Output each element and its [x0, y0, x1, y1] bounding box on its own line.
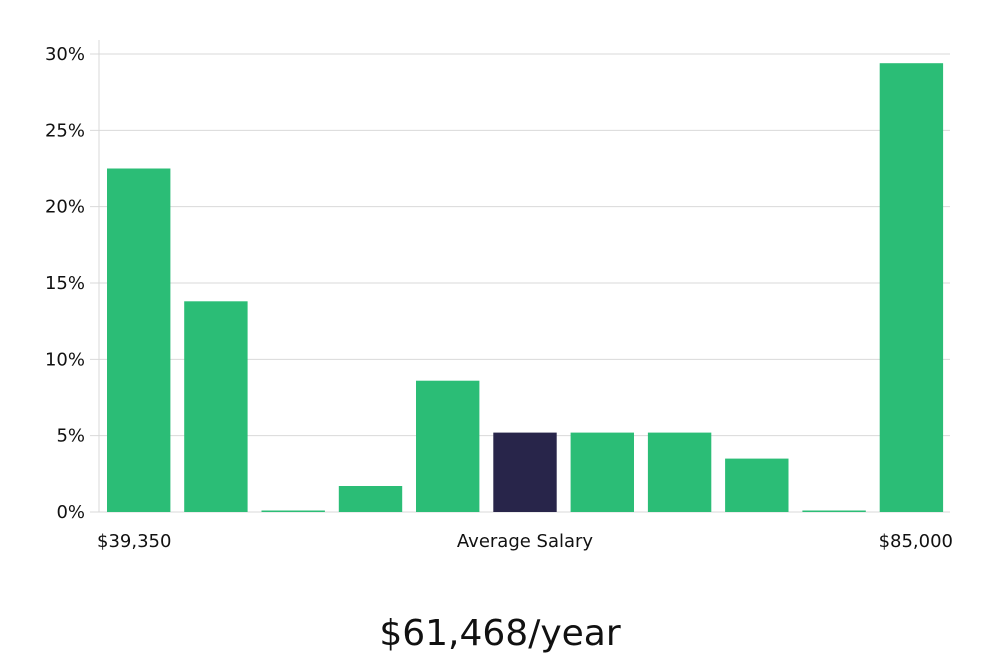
bar-average-salary	[493, 432, 557, 512]
chart-svg: 0% 5% 10% 15% 20% 25% 30% $39,350 Average Sala…	[45, 40, 953, 552]
average-salary-value: $61,468/year	[379, 613, 621, 654]
y-tick-label: 25%	[45, 120, 85, 141]
x-label-min: $39,350	[97, 531, 171, 552]
bar	[647, 432, 712, 512]
bar	[570, 432, 634, 512]
bar	[107, 168, 171, 512]
bar	[184, 301, 248, 512]
y-tick-label: 0%	[56, 502, 85, 523]
y-tick-label: 5%	[56, 426, 85, 447]
bar	[802, 510, 866, 512]
y-tick-label: 20%	[45, 197, 85, 218]
bar	[261, 510, 325, 512]
bars-layer	[107, 63, 944, 512]
bar	[879, 63, 944, 512]
y-tick-label: 30%	[45, 44, 85, 65]
y-tick-label: 10%	[45, 349, 85, 370]
y-tick-label: 15%	[45, 273, 85, 294]
x-label-average: Average Salary	[457, 531, 594, 552]
bar	[416, 380, 480, 512]
bar	[338, 486, 403, 512]
bar	[725, 458, 789, 512]
x-axis: $39,350 Average Salary $85,000	[97, 531, 953, 552]
x-label-max: $85,000	[879, 531, 953, 552]
y-axis: 0% 5% 10% 15% 20% 25% 30%	[45, 44, 85, 523]
